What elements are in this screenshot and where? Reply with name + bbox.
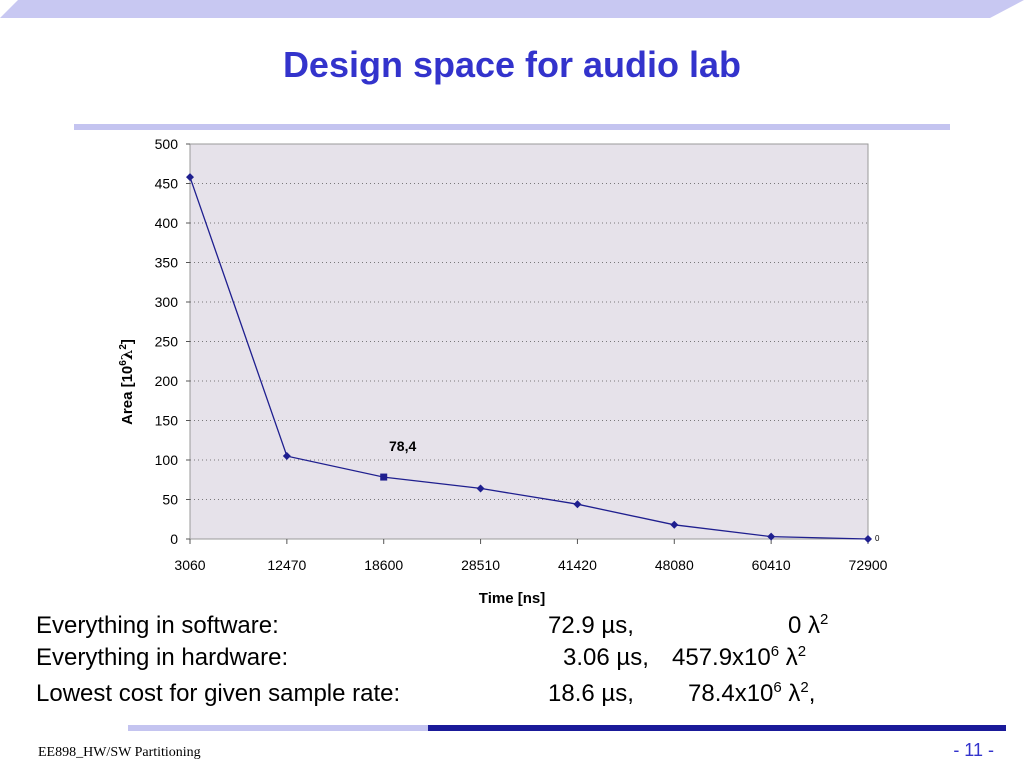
y-tick-label: 200 (155, 373, 179, 389)
data-point (573, 500, 582, 509)
annotation-78-4: 78,4 (389, 438, 416, 454)
summary-time: 3.06 µs, (563, 644, 649, 671)
x-tick-label: 18600 (364, 557, 403, 573)
line-chart: 0 50 100 150 200 250 300 350 400 450 500 3060 12470 1… (118, 136, 888, 607)
title-divider (74, 124, 950, 130)
x-tick-label: 41420 (558, 557, 597, 573)
summary-label: Lowest cost for given sample rate: (36, 680, 401, 707)
summary-area: 78.4x106 λ2, (688, 679, 816, 707)
summary-label: Everything in hardware: (36, 644, 289, 671)
y-tick-label: 250 (155, 334, 179, 350)
course-label: EE898_HW/SW Partitioning (38, 745, 201, 760)
y-tick-label: 500 (155, 136, 179, 152)
x-axis-title: Time [ns] (479, 590, 545, 607)
top-banner-stripe (0, 0, 1024, 18)
summary-label: Everything in software: (36, 612, 279, 639)
data-point (186, 173, 194, 182)
summary-row-lowest-cost: Lowest cost for given sample rate: 18.6 … (36, 680, 936, 712)
y-tick-label: 50 (162, 492, 178, 508)
y-tick-label: 100 (155, 452, 179, 468)
x-tick-label: 12470 (267, 557, 306, 573)
y-tick-label: 0 (170, 531, 178, 547)
series-line (189, 176, 869, 540)
summary-time: 18.6 µs, (548, 680, 634, 707)
data-point-highlight (380, 473, 388, 481)
data-point (767, 532, 776, 541)
data-point (670, 520, 679, 529)
data-point (282, 452, 291, 461)
y-tick-label: 350 (155, 255, 179, 271)
x-tick-label: 60410 (752, 557, 791, 573)
chart-container: 0 50 100 150 200 250 300 350 400 450 500 3060 12470 1… (100, 132, 910, 610)
summary-table: Everything in software: 72.9 µs, 0 λ2 Ev… (36, 612, 936, 712)
y-axis-title: Area [106λ2] (118, 339, 136, 425)
data-point (476, 484, 485, 493)
summary-area: 0 λ2 (788, 611, 829, 639)
x-tick-label: 72900 (849, 557, 888, 573)
page-number: - 11 - (953, 740, 994, 760)
annotation-zero: 0 (875, 534, 880, 543)
summary-row-software: Everything in software: 72.9 µs, 0 λ2 (36, 612, 936, 644)
x-tick-label: 48080 (655, 557, 694, 573)
footer-divider (128, 725, 1006, 731)
x-tick-label: 3060 (174, 557, 205, 573)
summary-time: 72.9 µs, (548, 612, 634, 639)
summary-row-hardware: Everything in hardware: 3.06 µs, 457.9x1… (36, 644, 936, 676)
y-tick-label: 300 (155, 294, 179, 310)
y-tick-label: 450 (155, 176, 179, 192)
slide-title: Design space for audio lab (282, 44, 742, 85)
data-point (864, 535, 872, 543)
y-tick-label: 150 (155, 413, 179, 429)
y-tick-label: 400 (155, 215, 179, 231)
x-tick-label: 28510 (461, 557, 500, 573)
summary-area: 457.9x106 λ2 (672, 643, 807, 671)
